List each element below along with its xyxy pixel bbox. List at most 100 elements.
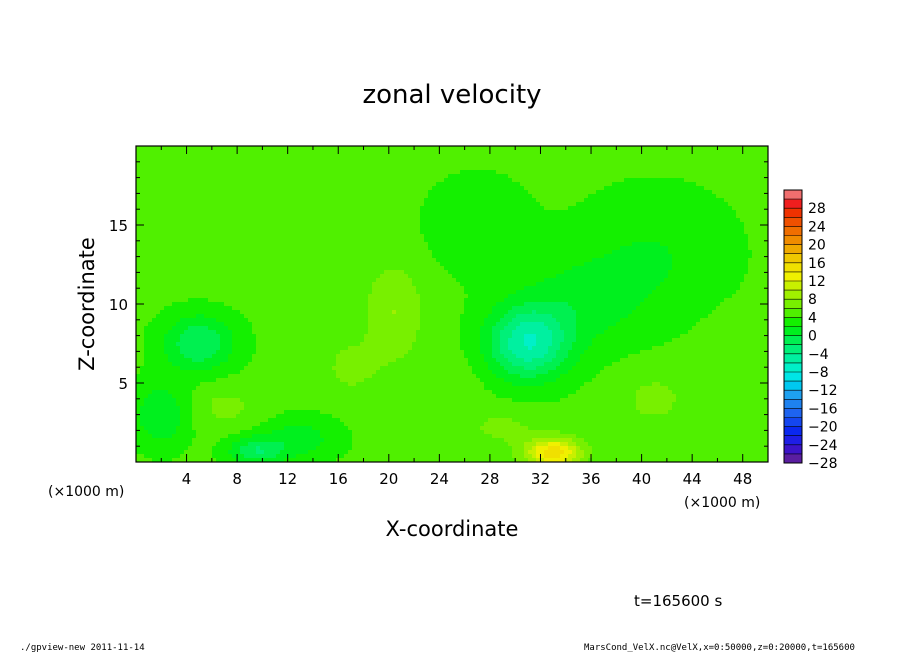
heatmap-cell: [760, 206, 765, 211]
heatmap-cell: [652, 218, 657, 223]
heatmap-cell: [328, 162, 333, 167]
heatmap-cell: [580, 234, 585, 239]
heatmap-cell: [332, 154, 337, 159]
heatmap-cell: [544, 154, 549, 159]
heatmap-cell: [332, 150, 337, 155]
heatmap-cell: [368, 182, 373, 187]
heatmap-cell: [696, 238, 701, 243]
heatmap-cell: [532, 262, 537, 267]
heatmap-cell: [412, 162, 417, 167]
heatmap-cell: [268, 158, 273, 163]
heatmap-cell: [136, 222, 141, 227]
heatmap-cell: [500, 186, 505, 191]
heatmap-cell: [448, 222, 453, 227]
heatmap-cell: [760, 214, 765, 219]
heatmap-cell: [508, 186, 513, 191]
heatmap-cell: [688, 190, 693, 195]
heatmap-cell: [696, 266, 701, 271]
heatmap-cell: [696, 254, 701, 259]
heatmap-cell: [424, 258, 429, 263]
heatmap-cell: [544, 198, 549, 203]
heatmap-cell: [452, 214, 457, 219]
heatmap-cell: [152, 270, 157, 275]
heatmap-cell: [324, 222, 329, 227]
heatmap-cell: [328, 246, 333, 251]
heatmap-cell: [392, 206, 397, 211]
heatmap-cell: [344, 170, 349, 175]
heatmap-cell: [260, 266, 265, 271]
heatmap-cell: [296, 178, 301, 183]
heatmap-cell: [712, 150, 717, 155]
heatmap-cell: [484, 234, 489, 239]
heatmap-cell: [216, 270, 221, 275]
heatmap-cell: [356, 174, 361, 179]
heatmap-cell: [644, 194, 649, 199]
heatmap-cell: [184, 246, 189, 251]
heatmap-cell: [228, 258, 233, 263]
heatmap-cell: [360, 214, 365, 219]
heatmap-cell: [436, 186, 441, 191]
heatmap-cell: [508, 210, 513, 215]
heatmap-cell: [368, 202, 373, 207]
heatmap-cell: [424, 242, 429, 247]
heatmap-cell: [540, 218, 545, 223]
heatmap-cell: [176, 246, 181, 251]
heatmap-cell: [516, 158, 521, 163]
heatmap-cell: [416, 254, 421, 259]
heatmap-cell: [248, 162, 253, 167]
heatmap-cell: [304, 238, 309, 243]
heatmap-cell: [136, 158, 141, 163]
heatmap-cell: [460, 198, 465, 203]
heatmap-cell: [412, 238, 417, 243]
heatmap-cell: [684, 218, 689, 223]
heatmap-cell: [272, 174, 277, 179]
heatmap-cell: [492, 218, 497, 223]
heatmap-cell: [520, 198, 525, 203]
heatmap-cell: [304, 222, 309, 227]
heatmap-cell: [728, 178, 733, 183]
heatmap-cell: [232, 226, 237, 231]
heatmap-cell: [752, 166, 757, 171]
heatmap-cell: [328, 234, 333, 239]
heatmap-cell: [712, 162, 717, 167]
heatmap-cell: [460, 154, 465, 159]
heatmap-cell: [168, 238, 173, 243]
heatmap-cell: [268, 246, 273, 251]
heatmap-cell: [524, 222, 529, 227]
heatmap-cell: [344, 262, 349, 267]
heatmap-cell: [548, 234, 553, 239]
heatmap-cell: [568, 226, 573, 231]
heatmap-cell: [376, 190, 381, 195]
heatmap-cell: [492, 258, 497, 263]
heatmap-cell: [652, 234, 657, 239]
heatmap-cell: [148, 230, 153, 235]
heatmap-cell: [268, 230, 273, 235]
heatmap-cell: [384, 166, 389, 171]
heatmap-cell: [732, 222, 737, 227]
heatmap-cell: [400, 154, 405, 159]
heatmap-cell: [504, 226, 509, 231]
heatmap-cell: [712, 170, 717, 175]
heatmap-cell: [536, 222, 541, 227]
heatmap-cell: [424, 206, 429, 211]
heatmap-cell: [652, 190, 657, 195]
heatmap-cell: [576, 226, 581, 231]
heatmap-cell: [204, 162, 209, 167]
heatmap-cell: [296, 222, 301, 227]
heatmap-cell: [312, 150, 317, 155]
heatmap-cell: [244, 206, 249, 211]
heatmap-cell: [416, 170, 421, 175]
heatmap-cell: [604, 250, 609, 255]
heatmap-cell: [664, 250, 669, 255]
heatmap-cell: [500, 154, 505, 159]
heatmap-cell: [536, 246, 541, 251]
heatmap-cell: [400, 246, 405, 251]
heatmap-cell: [552, 214, 557, 219]
heatmap-cell: [704, 222, 709, 227]
heatmap-cell: [724, 214, 729, 219]
heatmap-cell: [384, 154, 389, 159]
heatmap-cell: [480, 234, 485, 239]
heatmap-cell: [616, 194, 621, 199]
heatmap-cell: [340, 158, 345, 163]
heatmap-cell: [344, 226, 349, 231]
